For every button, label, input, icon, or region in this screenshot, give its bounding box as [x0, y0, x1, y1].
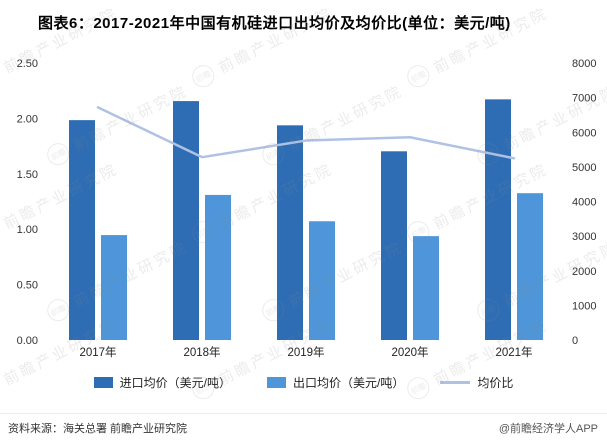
export-price-bar	[101, 235, 127, 340]
import-price-bar	[485, 99, 511, 340]
import-price-bar	[277, 125, 303, 340]
category-label: 2020年	[391, 345, 428, 359]
right-axis-tick: 8000	[572, 58, 596, 70]
category-label: 2019年	[287, 345, 324, 359]
export-price-bar	[517, 193, 543, 340]
ratio-line	[96, 106, 516, 160]
export-price-bar	[205, 194, 231, 340]
left-axis-tick: 0.50	[17, 280, 38, 292]
legend: 进口均价（美元/吨） 出口均价（美元/吨） 均价比	[0, 374, 607, 391]
import-price-bar	[173, 101, 199, 341]
category-label: 2017年	[79, 345, 116, 359]
data-source-text: 资料来源：海关总署 前瞻产业研究院	[8, 423, 188, 435]
legend-swatch-import	[93, 377, 113, 388]
right-axis-tick: 4000	[572, 197, 596, 209]
right-axis-tick: 3000	[572, 231, 596, 243]
chart-title: 图表6：2017-2021年中国有机硅进口出均价及均价比(单位：美元/吨)	[38, 15, 511, 32]
import-price-bar	[381, 151, 407, 340]
export-price-bar	[309, 221, 335, 340]
right-axis-tick: 1000	[572, 300, 596, 312]
legend-swatch-ratio	[440, 381, 471, 384]
category-label: 2018年	[183, 345, 220, 359]
left-axis-tick: 2.00	[17, 113, 38, 125]
category-label: 2021年	[495, 345, 532, 359]
left-axis-tick: 0.00	[17, 335, 38, 347]
price-ratio-chart: 2.50 2.00 1.50 1.00 0.50 0.00 8000 7000 6000 5000…	[17, 58, 597, 359]
right-axis-tick: 0	[572, 335, 578, 347]
plot-area: 2.50 2.00 1.50 1.00 0.50 0.00 8000 7000 6000 5000…	[0, 48, 607, 364]
right-axis-tick: 2000	[572, 266, 596, 278]
left-axis-tick: 1.50	[17, 169, 38, 181]
right-axis-tick: 6000	[572, 127, 596, 139]
right-axis-tick: 7000	[572, 93, 596, 105]
footer: 资料来源：海关总署 前瞻产业研究院 @前瞻经济学人APP	[0, 413, 607, 442]
legend-item: 出口均价（美元/吨）	[266, 374, 405, 391]
legend-item: 进口均价（美元/吨）	[93, 374, 231, 391]
legend-label-ratio: 均价比	[477, 376, 514, 390]
legend-label-export: 出口均价（美元/吨）	[292, 376, 405, 390]
left-axis-tick: 1.00	[17, 224, 38, 236]
legend-item: 均价比	[440, 374, 513, 391]
import-price-bar	[69, 120, 95, 340]
export-price-bar	[413, 236, 439, 340]
right-axis-tick: 5000	[572, 162, 596, 174]
left-axis-tick: 2.50	[17, 58, 38, 70]
legend-label-import: 进口均价（美元/吨）	[119, 376, 231, 390]
credit-text: @前瞻经济学人APP	[498, 423, 598, 435]
legend-swatch-export	[266, 377, 286, 388]
